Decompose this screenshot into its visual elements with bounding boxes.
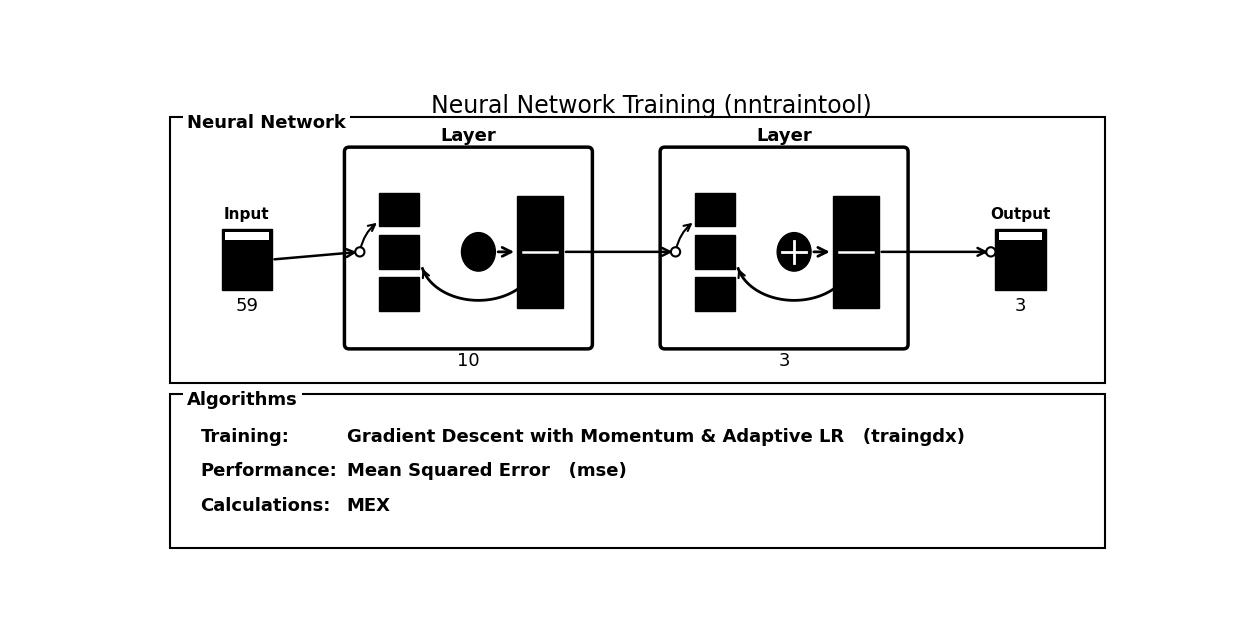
Bar xyxy=(379,277,419,311)
Text: Gradient Descent with Momentum & Adaptive LR   (traingdx): Gradient Descent with Momentum & Adaptiv… xyxy=(347,427,965,445)
Text: Neural Network: Neural Network xyxy=(187,113,346,131)
Bar xyxy=(170,117,1105,383)
Text: Input: Input xyxy=(224,207,269,222)
Bar xyxy=(379,193,419,226)
Bar xyxy=(998,232,1043,239)
Circle shape xyxy=(986,247,996,257)
Text: 3: 3 xyxy=(779,352,790,370)
Bar xyxy=(694,193,735,226)
Text: Algorithms: Algorithms xyxy=(187,391,298,409)
Text: Training:: Training: xyxy=(201,427,289,445)
Bar xyxy=(694,277,735,311)
Text: Mean Squared Error   (mse): Mean Squared Error (mse) xyxy=(347,462,626,480)
Circle shape xyxy=(355,247,365,257)
Bar xyxy=(517,196,563,308)
Circle shape xyxy=(671,247,681,257)
FancyBboxPatch shape xyxy=(345,147,593,349)
Text: 59: 59 xyxy=(236,297,258,315)
Text: MEX: MEX xyxy=(347,497,391,515)
Bar xyxy=(224,232,269,239)
Bar xyxy=(694,235,735,269)
FancyBboxPatch shape xyxy=(660,147,908,349)
Text: 10: 10 xyxy=(458,352,480,370)
Bar xyxy=(379,235,419,269)
Text: Calculations:: Calculations: xyxy=(201,497,331,515)
Ellipse shape xyxy=(461,232,495,271)
Text: Layer: Layer xyxy=(440,127,496,145)
Text: 3: 3 xyxy=(1014,297,1027,315)
Text: Neural Network Training (nntraintool): Neural Network Training (nntraintool) xyxy=(430,94,872,118)
Text: Performance:: Performance: xyxy=(201,462,337,480)
Bar xyxy=(996,229,1045,290)
Bar xyxy=(832,196,879,308)
Bar xyxy=(170,394,1105,548)
Bar xyxy=(222,229,272,290)
Text: Output: Output xyxy=(991,207,1050,222)
Text: Layer: Layer xyxy=(756,127,812,145)
Ellipse shape xyxy=(777,232,811,271)
